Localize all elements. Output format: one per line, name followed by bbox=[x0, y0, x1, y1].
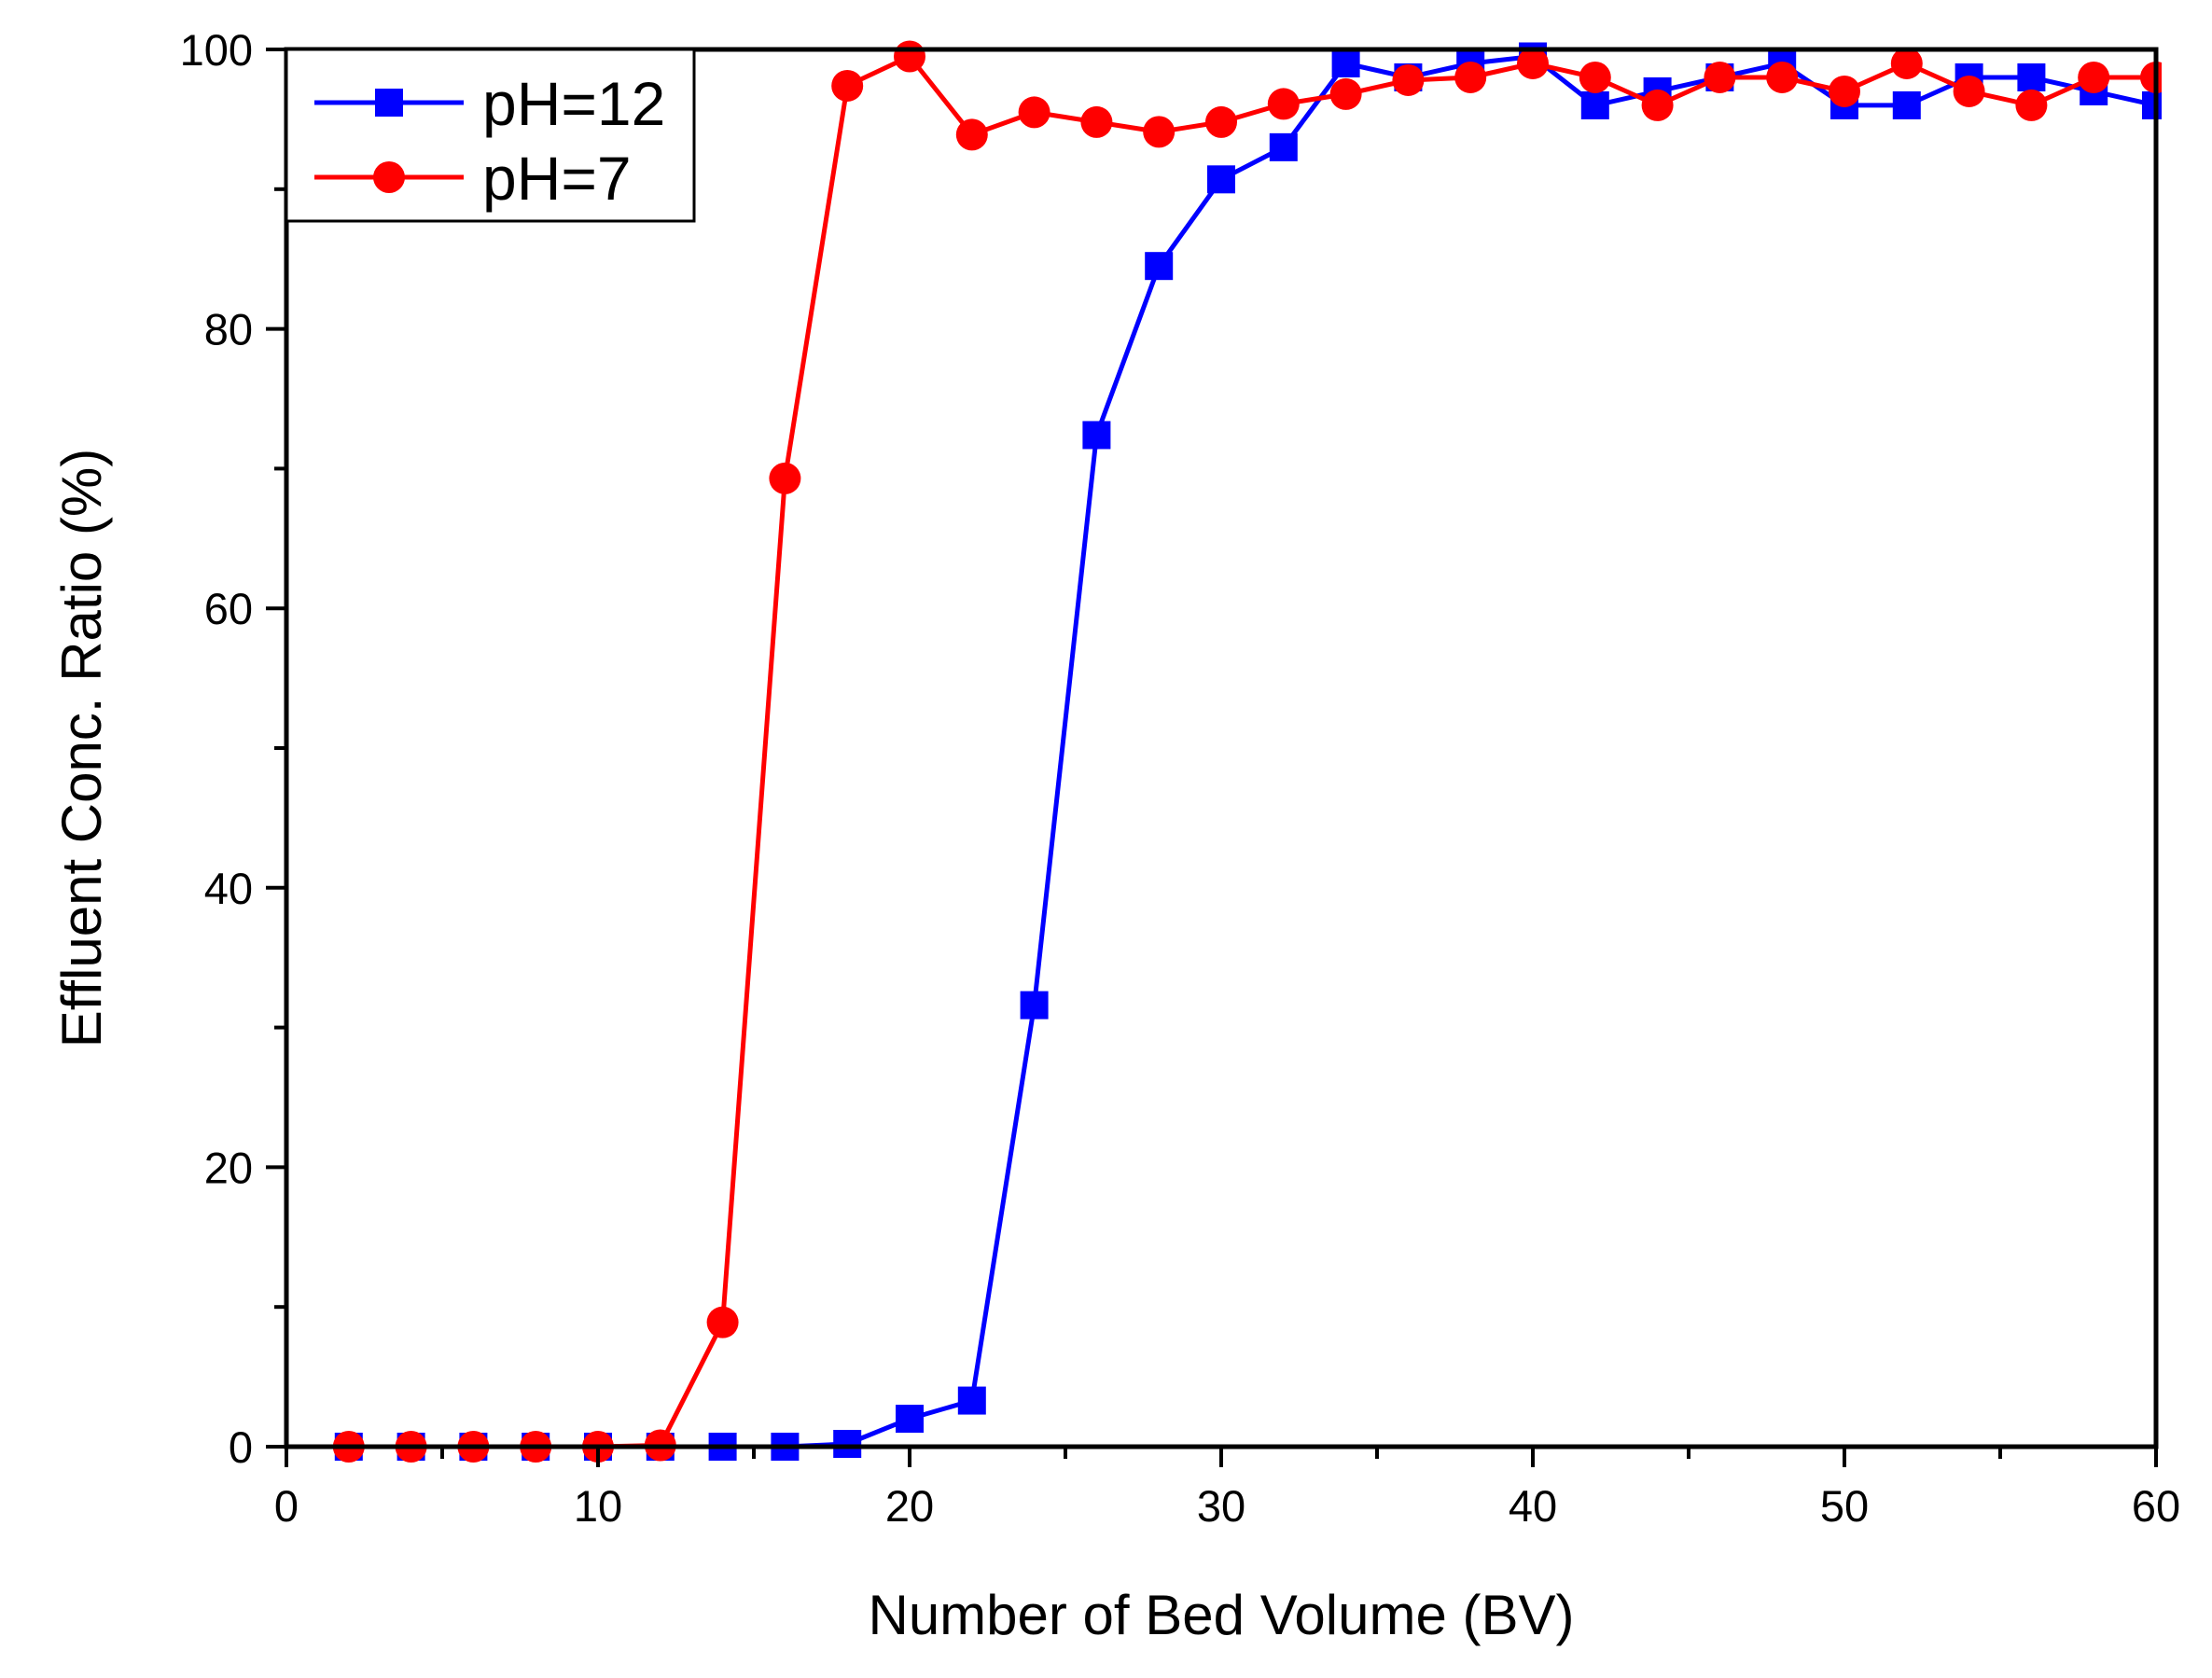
data-point bbox=[1020, 991, 1049, 1019]
data-point bbox=[955, 118, 988, 151]
data-point bbox=[1018, 96, 1050, 129]
series-line-2 bbox=[348, 54, 2156, 1449]
data-point bbox=[2015, 89, 2048, 121]
data-point bbox=[1517, 47, 1549, 79]
data-point bbox=[1890, 47, 1923, 79]
data-point bbox=[1267, 88, 1300, 120]
data-point bbox=[833, 1430, 862, 1459]
data-point bbox=[1641, 89, 1674, 121]
data-point bbox=[1392, 63, 1425, 96]
x-tick-label: 20 bbox=[885, 1481, 934, 1531]
data-point bbox=[2078, 61, 2110, 93]
data-point bbox=[1269, 132, 1298, 161]
data-point bbox=[1580, 90, 1609, 119]
data-point bbox=[1766, 61, 1799, 93]
data-point bbox=[1143, 116, 1176, 148]
data-point bbox=[2017, 62, 2046, 91]
legend-box bbox=[285, 48, 696, 223]
data-point bbox=[896, 1405, 924, 1434]
data-point bbox=[1329, 77, 1362, 110]
ticks-layer: 0 10 20 30 40 50 60 0 20 40 60 80 100 bbox=[180, 25, 2181, 1531]
data-point bbox=[1080, 105, 1113, 138]
x-tick-label: 10 bbox=[574, 1481, 622, 1531]
y-tick-label: 20 bbox=[204, 1143, 253, 1192]
x-tick-label: 0 bbox=[274, 1481, 299, 1531]
data-point bbox=[1454, 61, 1487, 93]
data-point bbox=[957, 1386, 986, 1415]
x-tick-label: 40 bbox=[1509, 1481, 1557, 1531]
series-1 bbox=[334, 42, 2162, 1461]
series-line-1 bbox=[348, 54, 2157, 1449]
data-point bbox=[1145, 252, 1174, 281]
x-tick-label: 60 bbox=[2132, 1481, 2180, 1531]
y-tick-label: 80 bbox=[204, 305, 253, 354]
data-point bbox=[1207, 165, 1235, 194]
y-tick-label: 100 bbox=[180, 25, 253, 75]
data-point bbox=[1829, 75, 1860, 107]
plot-frame bbox=[284, 47, 2159, 1449]
data-point bbox=[894, 40, 925, 73]
y-tick-label: 40 bbox=[204, 864, 253, 913]
series-layer bbox=[332, 40, 2162, 1463]
legend-label: pH=7 bbox=[482, 144, 632, 213]
data-point bbox=[706, 1306, 739, 1338]
x-tick-label: 50 bbox=[1820, 1481, 1869, 1531]
data-point bbox=[1953, 75, 1985, 107]
series-2 bbox=[332, 40, 2162, 1463]
data-point bbox=[769, 462, 801, 494]
y-tick-label: 60 bbox=[204, 584, 253, 633]
data-point bbox=[1331, 49, 1360, 77]
legend-marker bbox=[373, 161, 405, 193]
legend-marker bbox=[375, 89, 403, 117]
data-point bbox=[1704, 61, 1736, 93]
data-point bbox=[1892, 90, 1921, 119]
data-point bbox=[831, 69, 864, 102]
legend-entry: pH=12 bbox=[314, 69, 665, 138]
data-point bbox=[1205, 105, 1237, 138]
x-tick-label: 30 bbox=[1197, 1481, 1245, 1531]
data-point bbox=[1579, 61, 1611, 93]
x-axis-title: Number of Bed Volume (BV) bbox=[868, 1584, 1574, 1646]
legend-entry: pH=7 bbox=[314, 144, 632, 213]
y-tick-label: 0 bbox=[229, 1422, 253, 1472]
legend-label: pH=12 bbox=[482, 69, 665, 138]
y-axis-title: Effluent Conc. Ratio (%) bbox=[50, 449, 113, 1048]
data-point bbox=[1082, 421, 1111, 450]
